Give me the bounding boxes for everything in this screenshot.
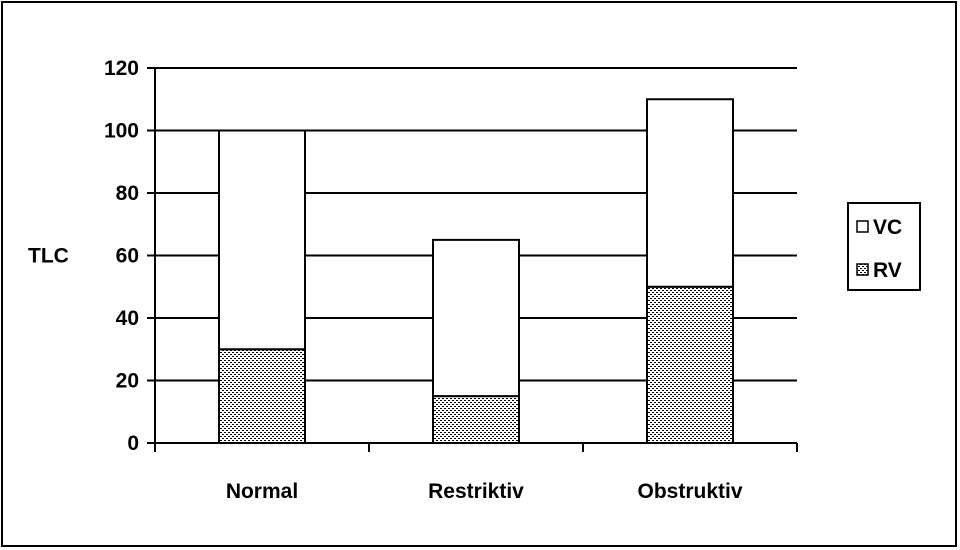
bar-rv-restriktiv [432,395,520,444]
category-label: Normal [226,480,298,503]
category-labels: Normal Restriktiv Obstruktiv [226,480,743,503]
axes [147,67,798,452]
y-tick-label: 60 [116,245,139,268]
legend-swatch-vc [856,220,869,233]
y-axis-title: TLC [28,245,69,268]
legend-label-rv: RV [873,259,902,282]
y-tick-label: 120 [104,57,139,80]
y-tick-label: 80 [116,182,139,205]
bar-rv-normal [218,348,306,444]
y-tick-label: 0 [127,432,139,455]
bars [218,98,734,444]
legend-label-vc: VC [873,216,902,239]
y-tick-label: 100 [104,120,139,143]
legend-swatch-rv [856,263,869,276]
bar-vc-restriktiv [432,238,520,398]
y-tick-label: 40 [116,307,139,330]
bar-vc-obstruktiv [646,98,734,288]
bar-vc-normal [218,129,306,351]
y-tick-label: 20 [116,370,139,393]
bar-rv-obstruktiv [646,285,734,444]
category-label: Restriktiv [428,480,524,503]
y-tick-labels: 0 20 40 60 80 100 120 [104,57,139,455]
legend: VC RV [847,202,921,291]
category-label: Obstruktiv [637,480,742,503]
